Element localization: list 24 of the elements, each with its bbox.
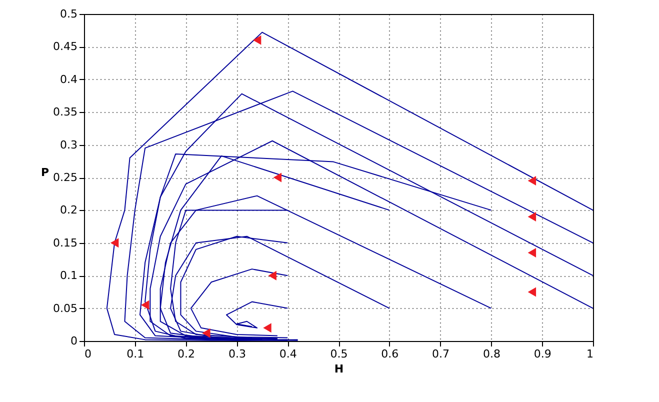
y-tick-label: 0.1 bbox=[60, 269, 78, 282]
x-tick-label: 0.2 bbox=[178, 348, 196, 360]
x-tick-label: 0.9 bbox=[534, 348, 552, 360]
y-tick-label: 0.45 bbox=[53, 40, 78, 54]
x-tick-label: 0 bbox=[84, 348, 92, 360]
y-tick-label: 0 bbox=[70, 334, 78, 348]
y-tick-label: 0.4 bbox=[60, 72, 78, 86]
x-tick-label: 0.6 bbox=[381, 348, 399, 360]
y-tick-label: 0.05 bbox=[53, 302, 78, 315]
x-tick-label: 1 bbox=[586, 348, 594, 360]
x-tick-label: 0.7 bbox=[432, 348, 450, 360]
y-axis-title: P bbox=[40, 166, 50, 179]
y-tick-label: 0.25 bbox=[53, 171, 78, 184]
y-tick-label: 0.3 bbox=[60, 138, 78, 152]
x-tick-label: 0.4 bbox=[279, 348, 297, 360]
x-tick-label: 0.8 bbox=[482, 348, 500, 360]
x-tick-label: 0.5 bbox=[330, 348, 348, 360]
y-tick-label: 0.15 bbox=[53, 236, 78, 250]
x-tick-label: 0.3 bbox=[228, 348, 246, 360]
y-tick-label: 0.2 bbox=[60, 204, 78, 217]
x-tick-label: 0.1 bbox=[126, 348, 144, 360]
y-tick-label: 0.35 bbox=[53, 106, 78, 119]
x-axis-title: H bbox=[334, 362, 344, 376]
y-tick-label: 0.5 bbox=[60, 8, 78, 20]
